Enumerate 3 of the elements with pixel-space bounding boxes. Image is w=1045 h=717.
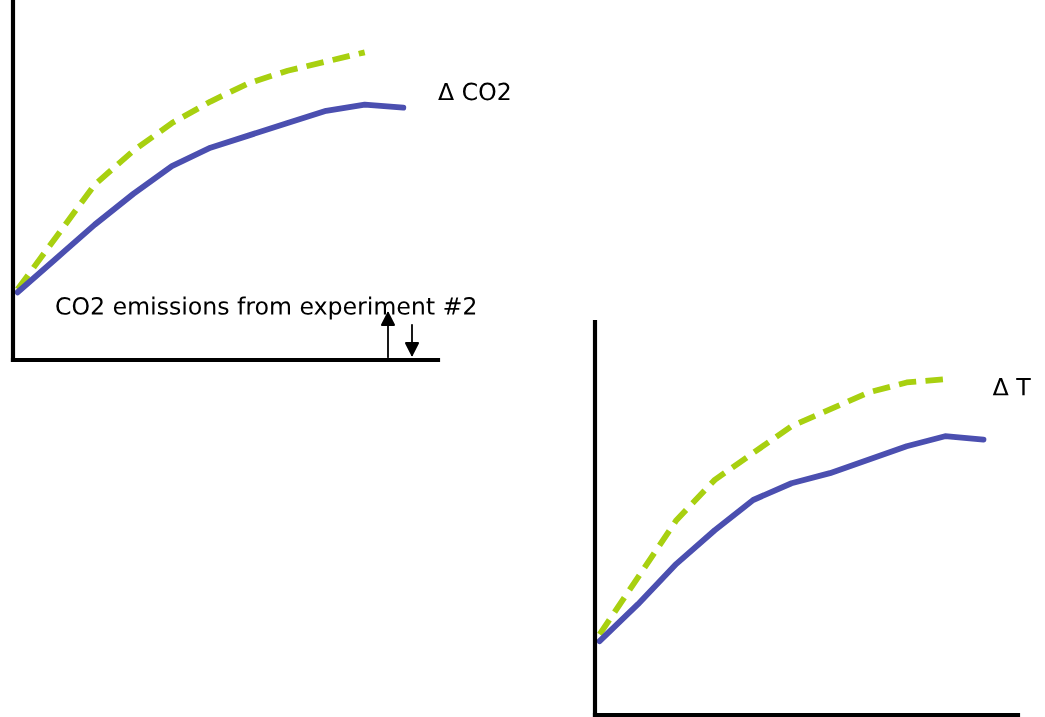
annotation: CO2 emissions from experiment #2 [56, 296, 476, 320]
text: Δ CO2 [438, 82, 510, 101]
chart-title: Δ T [992, 378, 1031, 396]
